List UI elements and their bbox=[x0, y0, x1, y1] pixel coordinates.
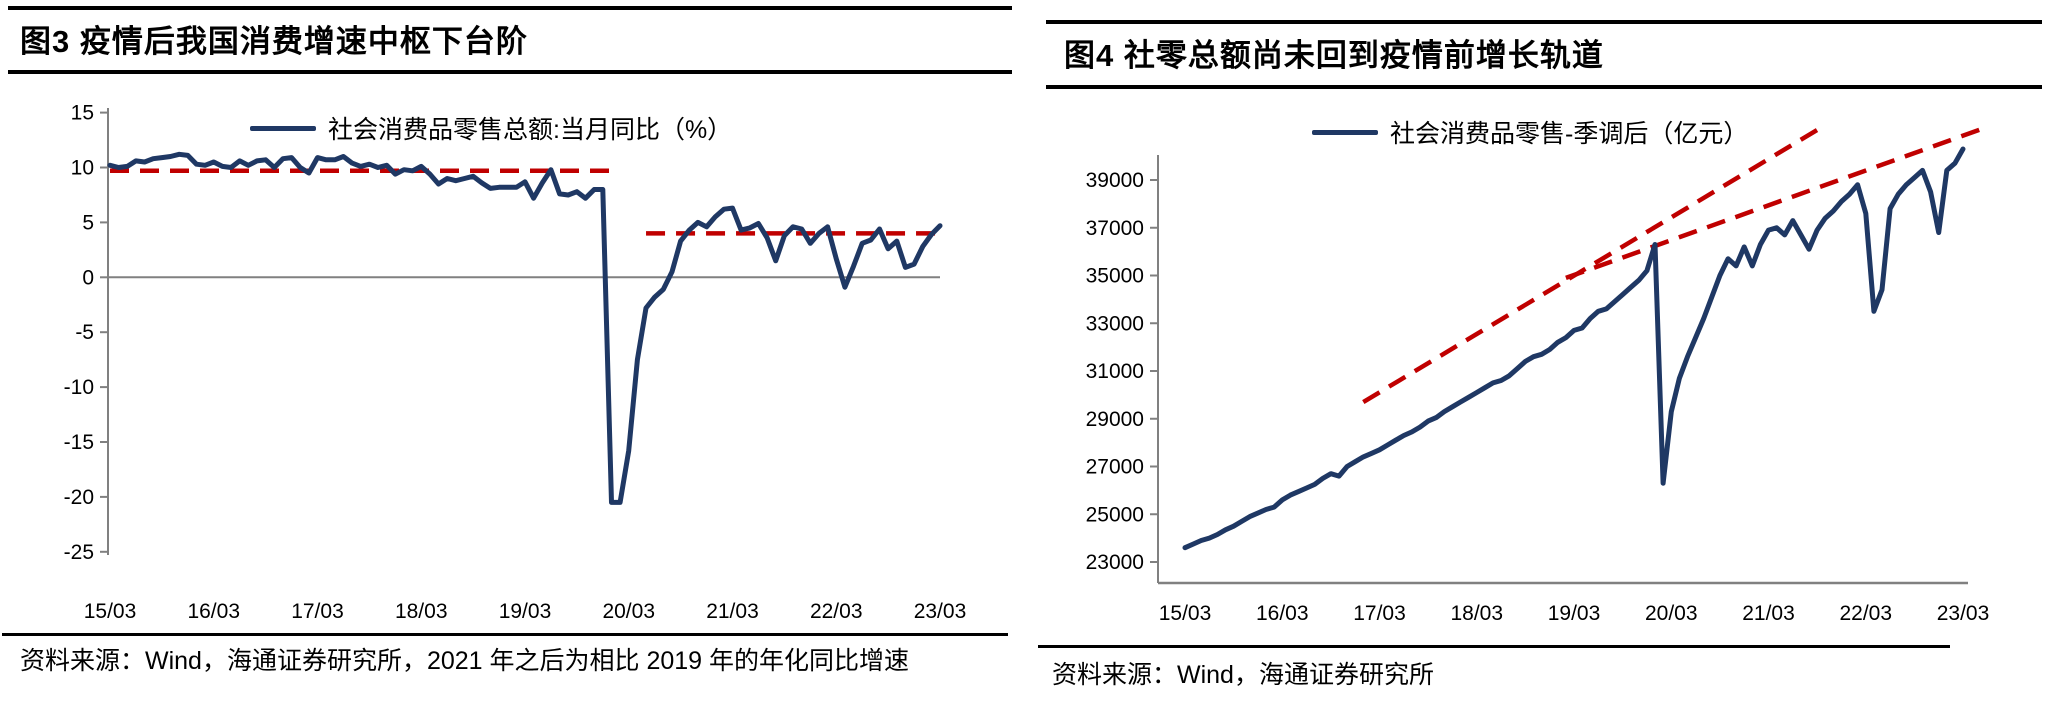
y-tick-label: 31000 bbox=[1086, 360, 1144, 383]
y-tick-label: -15 bbox=[64, 431, 94, 454]
fig3-legend-label: 社会消费品零售总额:当月同比（%） bbox=[328, 116, 733, 144]
fig4-legend: 社会消费品零售-季调后（亿元） bbox=[1312, 114, 1748, 150]
x-tick-label: 23/03 bbox=[914, 600, 967, 623]
fig3-title-rule bbox=[8, 70, 1012, 74]
fig4-legend-label: 社会消费品零售-季调后（亿元） bbox=[1390, 120, 1749, 148]
fig3-title: 图3 疫情后我国消费增速中枢下台阶 bbox=[20, 24, 528, 59]
fig3-top-rule bbox=[8, 6, 1012, 10]
x-tick-label: 16/03 bbox=[1256, 602, 1309, 625]
fig4-title-rule bbox=[1046, 85, 2042, 89]
fig4-bottom-rule bbox=[1038, 645, 1950, 648]
fig3-source: 资料来源：Wind，海通证券研究所，2021 年之后为相比 2019 年的年化同… bbox=[20, 647, 910, 675]
y-tick-label: 29000 bbox=[1086, 408, 1144, 431]
x-tick-label: 23/03 bbox=[1937, 602, 1990, 625]
x-tick-label: 19/03 bbox=[1548, 602, 1601, 625]
y-tick-label: -20 bbox=[64, 486, 94, 509]
y-tick-label: 10 bbox=[71, 157, 94, 180]
series-line bbox=[107, 151, 943, 505]
x-tick-label: 15/03 bbox=[84, 600, 137, 623]
y-tick-label: -25 bbox=[64, 541, 94, 564]
fig4-top-rule bbox=[1046, 20, 2042, 24]
x-tick-label: 18/03 bbox=[1450, 602, 1503, 625]
x-tick-label: 18/03 bbox=[395, 600, 448, 623]
trendline bbox=[1565, 127, 1980, 281]
y-tick-label: 35000 bbox=[1086, 265, 1144, 288]
trendline bbox=[1362, 123, 1827, 404]
y-tick-label: 37000 bbox=[1086, 217, 1144, 240]
x-tick-label: 22/03 bbox=[810, 600, 863, 623]
fig4-chart: 39000 37000 35000 33000 31000 29000 27000 25000… bbox=[1086, 123, 1990, 625]
fig3-chart: 15 10 5 0 -5 -10 -15 -20 -25 15/03 16/03 17/03 18/03… bbox=[64, 102, 967, 623]
fig4-title: 图4 社零总额尚未回到疫情前增长轨道 bbox=[1064, 38, 1604, 73]
x-tick-label: 19/03 bbox=[499, 600, 552, 623]
x-tick-label: 22/03 bbox=[1839, 602, 1892, 625]
y-tick-label: 0 bbox=[82, 266, 94, 289]
x-tick-label: 17/03 bbox=[1353, 602, 1406, 625]
series-line bbox=[1182, 146, 1966, 551]
fig3-legend: 社会消费品零售总额:当月同比（%） bbox=[250, 110, 732, 146]
y-tick-label: 25000 bbox=[1086, 503, 1144, 526]
y-tick-label: 27000 bbox=[1086, 456, 1144, 479]
x-tick-label: 17/03 bbox=[291, 600, 344, 623]
y-tick-label: 39000 bbox=[1086, 169, 1144, 192]
x-tick-label: 15/03 bbox=[1159, 602, 1212, 625]
y-tick-label: 15 bbox=[71, 102, 94, 125]
y-tick-label: -5 bbox=[75, 321, 94, 344]
y-tick-label: 33000 bbox=[1086, 312, 1144, 335]
fig4-source: 资料来源：Wind，海通证券研究所 bbox=[1052, 661, 1434, 689]
y-tick-label: 5 bbox=[82, 211, 94, 234]
x-tick-label: 21/03 bbox=[706, 600, 759, 623]
x-tick-label: 16/03 bbox=[187, 600, 240, 623]
fig3-bottom-rule bbox=[2, 633, 1008, 636]
x-tick-label: 20/03 bbox=[602, 600, 655, 623]
fig4-legend-line-swatch bbox=[1312, 129, 1378, 135]
y-tick-label: -10 bbox=[64, 376, 94, 399]
fig3-legend-line-swatch bbox=[250, 125, 316, 131]
x-tick-label: 20/03 bbox=[1645, 602, 1698, 625]
y-tick-label: 23000 bbox=[1086, 551, 1144, 574]
x-tick-label: 21/03 bbox=[1742, 602, 1795, 625]
